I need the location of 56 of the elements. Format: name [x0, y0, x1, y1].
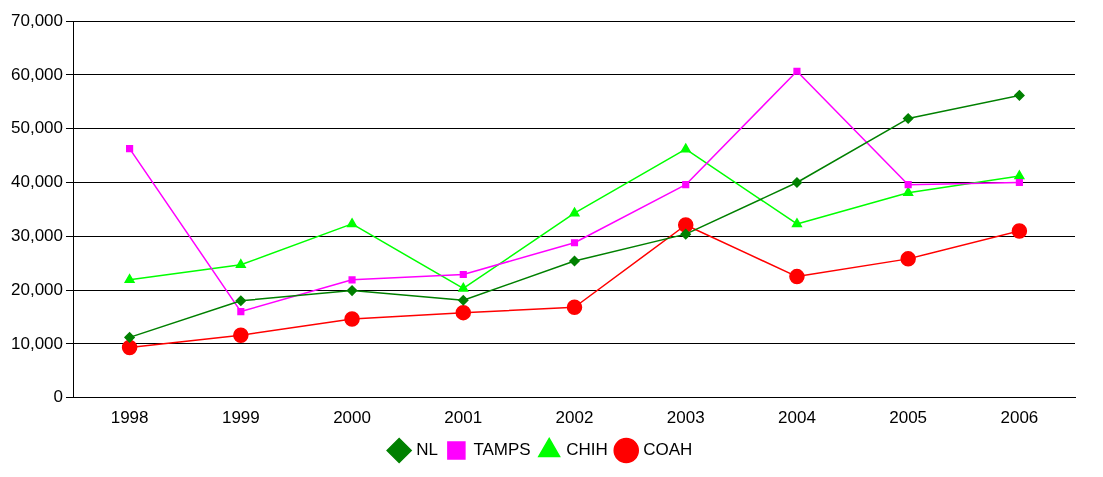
- point: [237, 307, 245, 316]
- legend-label: TAMPS: [473, 440, 531, 460]
- point: [569, 207, 580, 217]
- point: [570, 239, 579, 247]
- point: [455, 304, 472, 321]
- point: [1015, 178, 1023, 187]
- y-tick-label: 70,000: [11, 10, 63, 30]
- point: [344, 311, 360, 327]
- point: [1014, 170, 1025, 180]
- point: [904, 181, 912, 189]
- point: [126, 145, 134, 153]
- legend-label: COAH: [643, 440, 693, 460]
- point: [459, 270, 467, 279]
- x-tick-label: 2004: [778, 408, 816, 428]
- y-tick-label: 50,000: [11, 118, 63, 138]
- point: [1011, 223, 1028, 239]
- point: [900, 251, 916, 267]
- point: [235, 259, 246, 269]
- point: [677, 217, 694, 233]
- x-tick-label: 1999: [221, 408, 260, 428]
- point: [458, 282, 469, 292]
- y-tick-label: 0: [53, 387, 63, 407]
- point: [789, 268, 805, 285]
- x-tick-label: 2001: [444, 408, 483, 428]
- point: [235, 295, 247, 307]
- point: [233, 327, 249, 343]
- x-tick-label: 2002: [555, 408, 594, 428]
- point: [121, 339, 138, 356]
- point: [680, 228, 691, 240]
- x-tick-label: 2003: [666, 408, 705, 428]
- y-tick-label: 10,000: [11, 333, 63, 353]
- point: [124, 274, 135, 284]
- point: [458, 295, 469, 306]
- point: [793, 67, 801, 75]
- point: [346, 218, 358, 228]
- y-tick-label: 60,000: [11, 64, 63, 84]
- point: [348, 276, 356, 284]
- x-tick-label: 1998: [110, 408, 149, 428]
- point: [124, 332, 135, 343]
- point: [791, 218, 803, 228]
- y-tick-label: 30,000: [11, 225, 63, 245]
- point: [569, 255, 580, 267]
- legend-label: NL: [416, 440, 438, 460]
- point: [346, 285, 358, 296]
- point: [680, 143, 691, 153]
- point: [902, 113, 914, 124]
- legend-label: CHIH: [566, 440, 608, 460]
- point: [682, 181, 690, 189]
- x-tick-label: 2000: [333, 408, 371, 428]
- x-tick-label: 2006: [1000, 408, 1039, 428]
- point: [1014, 90, 1025, 101]
- y-tick-label: 20,000: [11, 279, 63, 299]
- point: [566, 299, 583, 316]
- x-tick-label: 2005: [889, 408, 928, 428]
- point: [791, 177, 803, 188]
- y-tick-label: 40,000: [11, 172, 63, 192]
